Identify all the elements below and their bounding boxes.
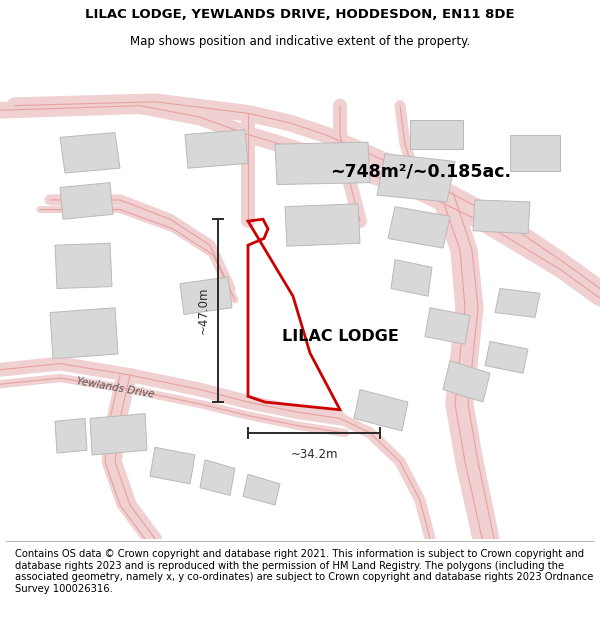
Polygon shape <box>377 154 455 202</box>
Text: Contains OS data © Crown copyright and database right 2021. This information is : Contains OS data © Crown copyright and d… <box>15 549 593 594</box>
Polygon shape <box>485 341 528 373</box>
Polygon shape <box>60 182 113 219</box>
Polygon shape <box>425 308 470 344</box>
Polygon shape <box>243 474 280 505</box>
Text: ~34.2m: ~34.2m <box>290 448 338 461</box>
Polygon shape <box>473 200 530 234</box>
Polygon shape <box>50 308 118 359</box>
Polygon shape <box>388 207 450 248</box>
Polygon shape <box>410 120 463 149</box>
Polygon shape <box>443 361 490 402</box>
Text: LILAC LODGE: LILAC LODGE <box>281 329 398 344</box>
Polygon shape <box>200 460 235 496</box>
Polygon shape <box>55 419 87 453</box>
Text: ~47.0m: ~47.0m <box>197 287 210 334</box>
Polygon shape <box>285 204 360 246</box>
Polygon shape <box>354 389 408 431</box>
Polygon shape <box>180 277 232 314</box>
Polygon shape <box>60 132 120 173</box>
Text: Map shows position and indicative extent of the property.: Map shows position and indicative extent… <box>130 35 470 48</box>
Text: LILAC LODGE, YEWLANDS DRIVE, HODDESDON, EN11 8DE: LILAC LODGE, YEWLANDS DRIVE, HODDESDON, … <box>85 8 515 21</box>
Polygon shape <box>55 243 112 289</box>
Polygon shape <box>275 142 370 184</box>
Polygon shape <box>150 448 195 484</box>
Polygon shape <box>391 259 432 296</box>
Polygon shape <box>185 129 248 168</box>
Polygon shape <box>495 289 540 318</box>
Text: Yewlands Drive: Yewlands Drive <box>75 376 155 399</box>
Polygon shape <box>510 134 560 171</box>
Polygon shape <box>90 414 147 455</box>
Text: ~748m²/~0.185ac.: ~748m²/~0.185ac. <box>330 162 511 180</box>
